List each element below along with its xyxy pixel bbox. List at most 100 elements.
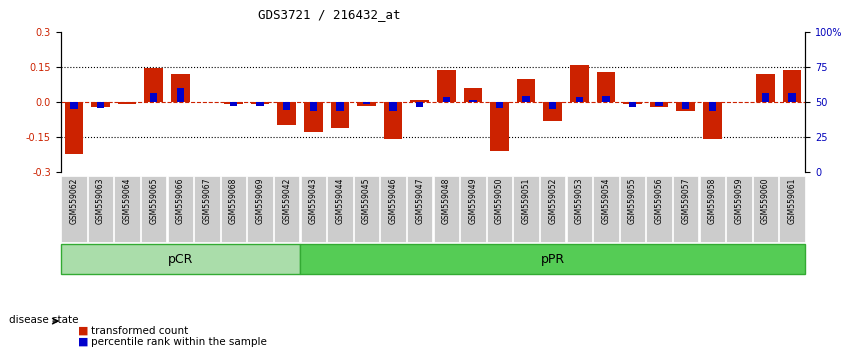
Text: GSM559044: GSM559044 [335, 178, 345, 224]
Text: GSM559064: GSM559064 [123, 178, 132, 224]
Bar [331, 102, 349, 128]
FancyBboxPatch shape [407, 176, 432, 242]
Bar [708, 102, 716, 112]
FancyBboxPatch shape [779, 176, 805, 242]
FancyBboxPatch shape [61, 176, 87, 242]
Text: GSM559054: GSM559054 [601, 178, 611, 224]
Text: GSM559043: GSM559043 [309, 178, 318, 224]
Text: percentile rank within the sample: percentile rank within the sample [91, 337, 267, 347]
Bar [788, 93, 796, 102]
FancyBboxPatch shape [300, 244, 805, 274]
Text: GSM559052: GSM559052 [548, 178, 557, 224]
Bar [357, 102, 376, 105]
Bar [469, 100, 476, 102]
FancyBboxPatch shape [566, 176, 592, 242]
Text: GSM559048: GSM559048 [442, 178, 451, 224]
Text: GSM559065: GSM559065 [149, 178, 158, 224]
FancyBboxPatch shape [167, 176, 193, 242]
FancyBboxPatch shape [593, 176, 618, 242]
Bar [65, 102, 83, 154]
Bar [543, 102, 562, 121]
Bar [490, 102, 509, 151]
FancyBboxPatch shape [673, 176, 699, 242]
Text: GSM559056: GSM559056 [655, 178, 663, 224]
FancyBboxPatch shape [194, 176, 220, 242]
Text: GSM559067: GSM559067 [203, 178, 211, 224]
FancyBboxPatch shape [274, 176, 300, 242]
Bar [229, 102, 237, 105]
FancyBboxPatch shape [61, 244, 300, 274]
FancyBboxPatch shape [460, 176, 486, 242]
FancyBboxPatch shape [487, 176, 513, 242]
Bar [145, 68, 163, 102]
Bar [384, 102, 403, 139]
Text: GSM559063: GSM559063 [96, 178, 105, 224]
Text: GSM559068: GSM559068 [229, 178, 238, 224]
Bar [70, 102, 78, 109]
Bar [602, 96, 610, 102]
Bar [256, 102, 264, 105]
Text: GSM559055: GSM559055 [628, 178, 637, 224]
Bar [656, 102, 662, 105]
Text: GSM559058: GSM559058 [708, 178, 717, 224]
Text: GSM559045: GSM559045 [362, 178, 371, 224]
Text: transformed count: transformed count [91, 326, 188, 336]
FancyBboxPatch shape [620, 176, 645, 242]
Bar [597, 72, 615, 102]
FancyBboxPatch shape [540, 176, 565, 242]
Text: GSM559059: GSM559059 [734, 178, 743, 224]
Bar [304, 102, 323, 132]
FancyBboxPatch shape [380, 176, 406, 242]
Bar [437, 70, 456, 102]
Bar [762, 93, 769, 102]
Bar [91, 102, 110, 107]
Bar [336, 102, 344, 112]
Text: pCR: pCR [168, 253, 193, 266]
Text: GSM559060: GSM559060 [761, 178, 770, 224]
Text: GSM559057: GSM559057 [682, 178, 690, 224]
FancyBboxPatch shape [726, 176, 752, 242]
Text: GSM559050: GSM559050 [495, 178, 504, 224]
FancyBboxPatch shape [353, 176, 379, 242]
Text: ■: ■ [78, 326, 88, 336]
Bar [97, 102, 104, 108]
Bar [629, 102, 637, 107]
Text: GSM559049: GSM559049 [469, 178, 477, 224]
FancyBboxPatch shape [141, 176, 166, 242]
Bar [416, 102, 423, 107]
Bar [177, 88, 184, 102]
Bar [576, 97, 583, 102]
Bar [283, 102, 290, 110]
Bar [703, 102, 721, 139]
Text: pPR: pPR [540, 253, 565, 266]
Text: GSM559069: GSM559069 [255, 178, 265, 224]
Bar [363, 102, 371, 104]
Bar [495, 102, 503, 108]
Bar [171, 74, 190, 102]
Bar [570, 65, 589, 102]
Bar [150, 93, 158, 102]
Bar [783, 70, 801, 102]
FancyBboxPatch shape [114, 176, 140, 242]
Bar [624, 102, 642, 104]
Bar [463, 88, 482, 102]
Bar [224, 102, 242, 104]
Text: GSM559053: GSM559053 [575, 178, 584, 224]
Bar [676, 102, 695, 112]
FancyBboxPatch shape [87, 176, 113, 242]
Text: GSM559046: GSM559046 [389, 178, 397, 224]
Text: disease state: disease state [9, 315, 78, 325]
Text: ■: ■ [78, 337, 88, 347]
Text: GSM559047: GSM559047 [415, 178, 424, 224]
Text: GSM559042: GSM559042 [282, 178, 291, 224]
Bar [309, 102, 317, 112]
Bar [517, 79, 535, 102]
Bar [277, 102, 296, 125]
FancyBboxPatch shape [700, 176, 725, 242]
Text: GDS3721 / 216432_at: GDS3721 / 216432_at [258, 8, 400, 21]
Bar [522, 96, 530, 102]
Text: GSM559066: GSM559066 [176, 178, 184, 224]
Text: GSM559051: GSM559051 [521, 178, 531, 224]
Bar [390, 102, 397, 112]
FancyBboxPatch shape [248, 176, 273, 242]
